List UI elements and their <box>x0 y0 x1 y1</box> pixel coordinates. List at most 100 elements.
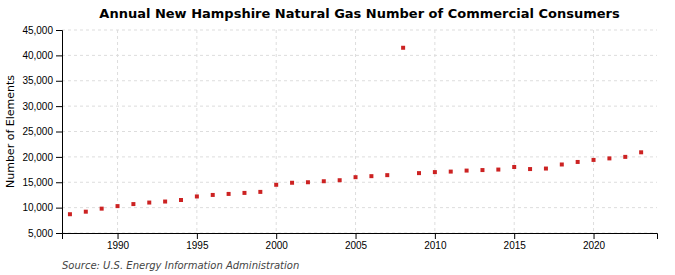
y-axis-title: Number of Elements <box>4 75 17 188</box>
tick: 35,000 <box>22 75 62 86</box>
grid-line <box>62 80 657 81</box>
tick: 1990 <box>107 233 130 251</box>
point <box>607 156 611 160</box>
tick-label: 2010 <box>424 240 447 251</box>
grid-line <box>514 30 515 233</box>
tick-label: 5,000 <box>28 228 53 239</box>
grid-line <box>62 106 657 107</box>
tick-mark <box>56 81 62 82</box>
tick-label: 35,000 <box>22 75 53 86</box>
point <box>528 167 532 171</box>
tick-label: 1995 <box>186 240 209 251</box>
tick-mark <box>197 233 198 239</box>
point <box>576 160 580 164</box>
chart: 1990 1995 2000 2005 2010 2015 2020 5,000 10,000 1… <box>0 0 675 275</box>
tick-label: 15,000 <box>22 177 53 188</box>
tick-mark <box>356 233 357 239</box>
tick: 1995 <box>186 233 209 251</box>
tick-mark <box>56 182 62 183</box>
x-axis: 1990 1995 2000 2005 2010 2015 2020 <box>63 233 658 251</box>
tick-mark <box>56 55 62 56</box>
tick-mark <box>118 233 119 239</box>
tick: 30,000 <box>22 101 62 112</box>
point <box>496 168 500 172</box>
point <box>242 191 246 195</box>
tick: 40,000 <box>22 50 62 61</box>
grid-line <box>62 30 657 31</box>
source: Source: U.S. Energy Information Administ… <box>62 260 299 271</box>
point <box>147 201 151 205</box>
tick-mark <box>435 233 436 239</box>
tick-label: 2015 <box>504 240 527 251</box>
point <box>100 207 104 211</box>
tick-label: 10,000 <box>22 202 53 213</box>
tick-label: 2000 <box>266 240 289 251</box>
grid-line <box>196 30 197 233</box>
point <box>211 193 215 197</box>
point <box>258 190 262 194</box>
point <box>163 200 167 204</box>
grid-line <box>62 207 657 208</box>
point <box>290 181 294 185</box>
tick-mark <box>594 233 595 239</box>
tick-label: 2020 <box>583 240 606 251</box>
point <box>433 170 437 174</box>
grid-line <box>62 55 657 56</box>
point <box>512 165 516 169</box>
tick-mark <box>56 233 62 234</box>
point <box>639 150 643 154</box>
tick: 45,000 <box>22 25 62 36</box>
tick-mark <box>56 30 62 31</box>
tick-mark <box>276 233 277 239</box>
tick: 20,000 <box>22 152 62 163</box>
tick-mark <box>56 208 62 209</box>
title: Annual New Hampshire Natural Gas Number … <box>99 6 620 21</box>
tick: 2000 <box>266 233 289 251</box>
point <box>354 175 358 179</box>
point <box>84 210 88 214</box>
point <box>338 178 342 182</box>
tick: 2010 <box>424 233 447 251</box>
tick: 2005 <box>345 233 368 251</box>
point <box>116 204 120 208</box>
point <box>480 168 484 172</box>
grid-line <box>593 30 594 233</box>
tick-label: 40,000 <box>22 50 53 61</box>
tick-mark <box>56 106 62 107</box>
point <box>369 174 373 178</box>
tick-mark <box>56 132 62 133</box>
point <box>401 46 405 50</box>
tick-mark <box>514 233 515 239</box>
point <box>322 179 326 183</box>
point <box>592 158 596 162</box>
axis-line <box>56 31 63 234</box>
tick: 2020 <box>583 233 606 251</box>
point <box>306 180 310 184</box>
point <box>417 171 421 175</box>
tick: 15,000 <box>22 177 62 188</box>
grid-line <box>62 156 657 157</box>
grid-line <box>117 30 118 233</box>
point <box>449 170 453 174</box>
plot: 1990 1995 2000 2005 2010 2015 2020 5,000 10,000 1… <box>22 25 657 251</box>
grid-line <box>62 182 657 183</box>
point <box>131 202 135 206</box>
tick-label: 45,000 <box>22 25 53 36</box>
tick-label: 1990 <box>107 240 130 251</box>
tick-label: 20,000 <box>22 152 53 163</box>
grid-line <box>434 30 435 233</box>
point <box>623 155 627 159</box>
grid <box>62 30 657 233</box>
point <box>544 167 548 171</box>
point <box>274 183 278 187</box>
tick: 25,000 <box>22 126 62 137</box>
y-axis: 5,000 10,000 15,000 20,000 25,000 30,000 35,00… <box>22 25 62 239</box>
tick: 2015 <box>504 233 527 251</box>
point <box>68 212 72 216</box>
tick-label: 30,000 <box>22 101 53 112</box>
point <box>179 198 183 202</box>
point <box>385 173 389 177</box>
tick-label: 25,000 <box>22 126 53 137</box>
point <box>195 194 199 198</box>
tick: 10,000 <box>22 202 62 213</box>
